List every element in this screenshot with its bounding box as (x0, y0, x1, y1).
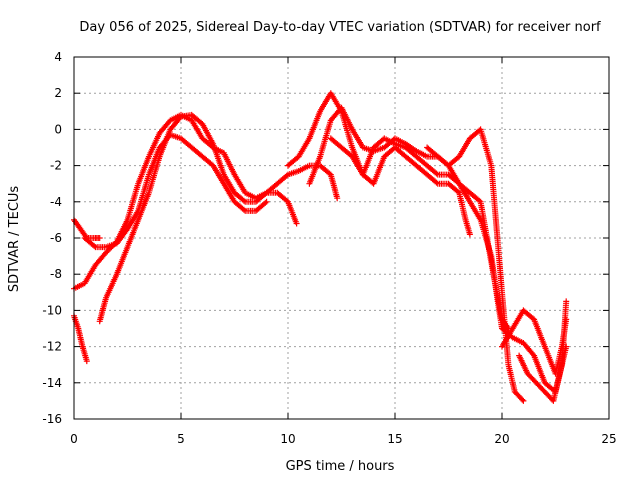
data-point-markers (327, 135, 473, 238)
y-tick-label: -4 (50, 195, 62, 209)
y-axis-label: SDTVAR / TECUs (7, 186, 22, 293)
y-tick-label: -6 (50, 231, 62, 245)
y-tick-label: -12 (42, 340, 62, 354)
x-tick-label: 20 (494, 432, 509, 446)
x-axis-label: GPS time / hours (286, 459, 395, 474)
y-tick-label: 4 (54, 50, 62, 64)
x-tick-label: 0 (70, 432, 78, 446)
x-tick-label: 10 (280, 432, 295, 446)
x-tick-label: 5 (177, 432, 185, 446)
grid (74, 57, 609, 419)
y-tick-label: 2 (54, 86, 62, 100)
series-arc-11 (516, 298, 570, 404)
y-tick-label: -2 (50, 159, 62, 173)
y-tick-label: 0 (54, 122, 62, 136)
y-tick-label: -14 (42, 376, 62, 390)
series-arc-6 (285, 90, 512, 332)
series-arc-5 (81, 131, 270, 251)
data-point-markers (81, 131, 270, 251)
plot-area (71, 90, 570, 404)
y-tick-label: -10 (42, 303, 62, 317)
data-point-markers (96, 111, 300, 325)
series-arc-4 (96, 111, 300, 325)
y-tick-label: -16 (42, 412, 62, 426)
data-point-markers (285, 90, 512, 332)
data-point-markers (516, 298, 570, 404)
y-tick-label: -8 (50, 267, 62, 281)
series-arc-8 (327, 135, 473, 238)
axis-ticks: 0 5 10 15 20 25 -16 -14 -12 -10 -8 -6 -4 -2 0 2 4 (42, 50, 616, 446)
chart-title: Day 056 of 2025, Sidereal Day-to-day VTE… (79, 20, 601, 35)
x-tick-label: 15 (387, 432, 402, 446)
x-tick-label: 25 (601, 432, 616, 446)
